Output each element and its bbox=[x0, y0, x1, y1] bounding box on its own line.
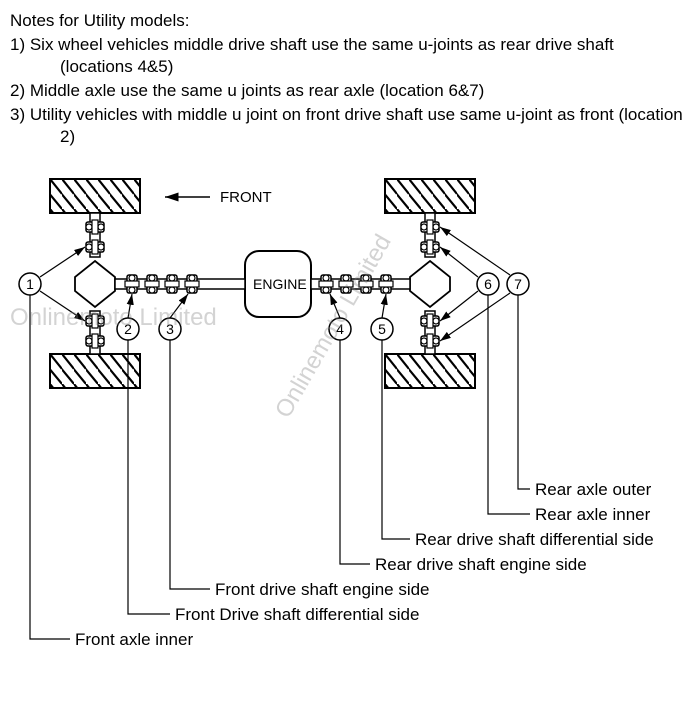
notes-title: Notes for Utility models: bbox=[10, 10, 690, 32]
engine-label: ENGINE bbox=[253, 276, 307, 292]
note-item: 1) Six wheel vehicles middle drive shaft… bbox=[10, 34, 690, 78]
notes-block: Notes for Utility models: 1) Six wheel v… bbox=[10, 10, 690, 149]
callout-label-7: Rear axle outer bbox=[535, 480, 651, 500]
callout-num-1: 1 bbox=[26, 276, 34, 292]
note-item: 2) Middle axle use the same u joints as … bbox=[10, 80, 690, 102]
note-item: 3) Utility vehicles with middle u joint … bbox=[10, 104, 690, 148]
callout-label-2: Front Drive shaft differential side bbox=[175, 605, 419, 625]
callout-num-6: 6 bbox=[484, 276, 492, 292]
callout-label-5: Rear drive shaft differential side bbox=[415, 530, 654, 550]
callout-num-7: 7 bbox=[514, 276, 522, 292]
callout-label-4: Rear drive shaft engine side bbox=[375, 555, 587, 575]
drivetrain-diagram: 1 2 3 4 5 6 7 FRONT ENGINE Rear axle out… bbox=[10, 169, 690, 699]
callout-num-5: 5 bbox=[378, 321, 386, 337]
callout-label-1: Front axle inner bbox=[75, 630, 193, 650]
callout-num-4: 4 bbox=[336, 321, 344, 337]
callout-label-3: Front drive shaft engine side bbox=[215, 580, 430, 600]
callout-label-6: Rear axle inner bbox=[535, 505, 650, 525]
front-label: FRONT bbox=[220, 189, 272, 206]
callout-num-3: 3 bbox=[166, 321, 174, 337]
callout-num-2: 2 bbox=[124, 321, 132, 337]
